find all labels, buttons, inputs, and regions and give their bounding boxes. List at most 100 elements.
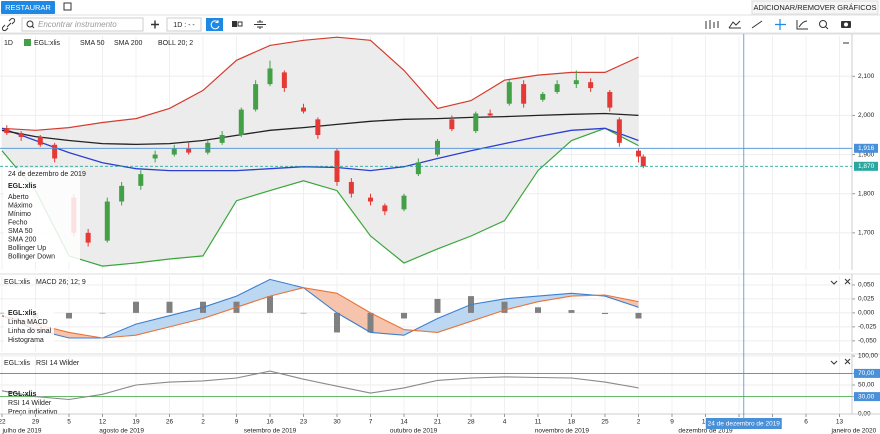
y-tick-label: 1,800 xyxy=(858,190,875,197)
candle-body xyxy=(573,80,579,85)
month-label: novembro de 2019 xyxy=(535,428,590,434)
close-icon[interactable] xyxy=(844,358,851,365)
candle-body xyxy=(382,205,388,212)
month-label: outubro de 2019 xyxy=(390,428,438,434)
restore-button[interactable] xyxy=(1,1,55,14)
view-toggle-icon[interactable] xyxy=(232,21,237,27)
tooltip-bg xyxy=(4,168,80,262)
instrument-badge xyxy=(24,39,31,46)
x-tick-label: 21 xyxy=(434,419,442,426)
x-tick-label: 5 xyxy=(67,419,71,426)
price-label: 1,916 xyxy=(858,145,875,152)
macd-fill xyxy=(471,298,505,322)
x-tick-label: 19 xyxy=(132,419,140,426)
macd-fill xyxy=(136,315,170,336)
candle-body xyxy=(171,148,177,155)
tooltip-field: Aberto xyxy=(8,194,29,201)
histogram-bar xyxy=(568,310,575,313)
trendline-icon[interactable] xyxy=(751,20,763,29)
zoom-icon[interactable] xyxy=(819,20,827,28)
line-icon[interactable] xyxy=(728,20,741,29)
histogram-bar xyxy=(434,298,441,313)
tooltip-date: 24 de dezembro de 2019 xyxy=(8,171,86,178)
y-tick-label: 0,025 xyxy=(858,296,875,303)
collapse-icon[interactable] xyxy=(830,280,838,285)
candle-body xyxy=(588,82,594,89)
interval-box[interactable] xyxy=(166,17,202,32)
macd-fill xyxy=(337,293,371,333)
macd-fill xyxy=(236,279,270,308)
candle-body xyxy=(52,144,58,159)
interval: 1D xyxy=(4,40,13,47)
tooltip-instrument: EGL:xlis xyxy=(8,310,37,317)
macd-fill xyxy=(370,312,404,336)
tooltip-field: Máximo xyxy=(8,202,33,209)
crosshair-icon[interactable] xyxy=(775,19,786,30)
histogram-bar xyxy=(267,296,273,313)
candle-body xyxy=(281,72,287,89)
macd-fill xyxy=(203,296,237,319)
histogram-bar xyxy=(635,312,642,319)
compare-icon[interactable] xyxy=(254,20,266,29)
x-tick-label: 12 xyxy=(99,419,107,426)
candles-icon[interactable] xyxy=(705,20,719,29)
add-remove-button[interactable] xyxy=(751,0,879,15)
candle-body xyxy=(368,197,373,202)
histogram-bar xyxy=(501,301,508,313)
tooltip-field: Mínimo xyxy=(8,211,31,218)
macd-fill xyxy=(504,296,538,311)
candle-body xyxy=(119,185,125,202)
histogram-bar xyxy=(300,312,307,314)
month-label: setembro de 2019 xyxy=(244,428,297,434)
y-tick-label: 0,000 xyxy=(858,310,875,317)
month-label: agosto de 2019 xyxy=(99,428,144,434)
candle-body xyxy=(607,91,613,108)
search-box[interactable] xyxy=(21,17,144,32)
candle-body xyxy=(301,107,306,112)
y-tick-label: 2,100 xyxy=(858,73,875,80)
candle-body xyxy=(205,142,211,153)
candle-body xyxy=(473,113,479,132)
interval-label: 1D : - - xyxy=(173,22,195,29)
candle-body xyxy=(348,181,354,194)
camera-lens xyxy=(844,22,848,27)
candle-body xyxy=(4,129,10,134)
y-tick-label: 0,050 xyxy=(858,282,875,289)
restore-label: RESTAURAR xyxy=(5,3,51,12)
candle-body xyxy=(636,150,641,157)
tooltip-series: SMA 50 xyxy=(8,228,33,235)
x-tick-label: 9 xyxy=(235,419,239,426)
x-tick-label: 18 xyxy=(568,419,576,426)
level-label: 70,00 xyxy=(858,370,875,377)
tooltip-instrument: EGL:xlis xyxy=(8,391,37,398)
legend-entry: BOLL 20; 2 xyxy=(158,40,193,47)
candle-body xyxy=(37,136,43,145)
candle-body xyxy=(640,156,646,167)
histogram-bar xyxy=(367,312,374,333)
panel-indicator: MACD 26; 12; 9 xyxy=(36,279,86,286)
legend-instrument: EGL:xlis xyxy=(34,40,61,47)
candle-body xyxy=(238,109,244,135)
link-icon[interactable] xyxy=(1,17,16,32)
refresh-icon xyxy=(210,20,220,30)
y-tick-label: -0,050 xyxy=(858,338,877,345)
macd-line xyxy=(1,287,639,339)
candle-body xyxy=(138,174,144,186)
close-icon[interactable] xyxy=(844,278,851,285)
collapse-icon[interactable] xyxy=(830,360,838,365)
bollinger-fill xyxy=(2,37,639,267)
y-tick-label: 100,00 xyxy=(858,353,878,360)
level-label-box xyxy=(854,368,880,378)
candle-body xyxy=(253,84,259,110)
candle-body xyxy=(401,195,407,210)
popout-icon[interactable] xyxy=(63,2,72,11)
candle-body xyxy=(152,154,158,159)
candle-body xyxy=(186,148,192,153)
candle-body xyxy=(219,135,225,143)
add-icon[interactable] xyxy=(151,20,159,29)
fib-icon[interactable] xyxy=(796,20,808,30)
refresh-button[interactable] xyxy=(206,18,223,31)
x-tick-label: 26 xyxy=(166,419,174,426)
x-tick-label: 2 xyxy=(637,419,641,426)
